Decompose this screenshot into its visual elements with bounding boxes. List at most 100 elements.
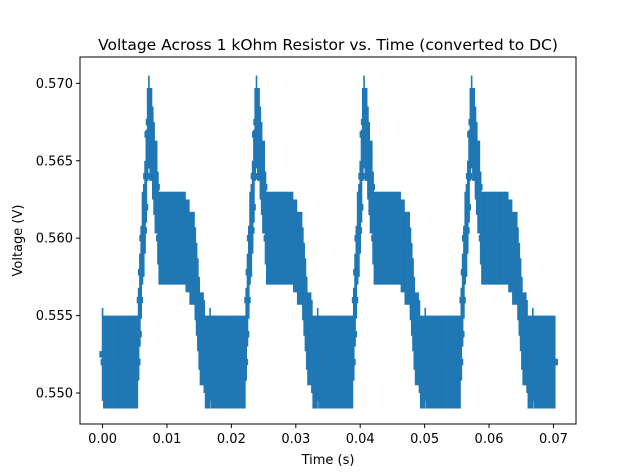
data-point: [458, 330, 465, 338]
data-point: [258, 165, 265, 172]
data-point: [148, 131, 155, 138]
data-point: [298, 255, 305, 262]
data-point: [468, 118, 475, 126]
data-point: [357, 204, 364, 211]
data-point: [154, 214, 162, 222]
data-point: [460, 269, 468, 276]
data-point: [463, 227, 470, 234]
data-point: [192, 270, 199, 277]
data-point: [408, 286, 415, 293]
data-point: [363, 131, 370, 138]
data-point: [150, 165, 158, 172]
data-point: [135, 330, 142, 338]
data-point: [364, 149, 372, 157]
y-tick-label: 0.550: [36, 387, 73, 402]
data-point: [508, 242, 515, 250]
x-tick-label: 0.07: [539, 432, 568, 447]
data-point: [459, 296, 466, 304]
data-point: [473, 165, 480, 172]
data-point: [242, 330, 250, 338]
data-point: [185, 242, 193, 250]
data-point: [245, 269, 252, 276]
data-point: [293, 242, 300, 250]
data-point: [514, 270, 522, 277]
data-point: [257, 149, 264, 157]
x-tick-label: 0.04: [346, 432, 375, 447]
data-point: [201, 343, 208, 350]
data-point: [471, 131, 478, 138]
data-point: [181, 234, 189, 242]
x-tick-label: 0.03: [281, 432, 310, 447]
data-point: [476, 183, 483, 191]
data-point: [139, 234, 146, 242]
data-point: [289, 234, 296, 242]
data-point: [366, 165, 373, 172]
data-point: [140, 227, 147, 234]
data-series: [99, 75, 558, 409]
data-point: [241, 358, 249, 366]
data-point: [456, 358, 464, 366]
data-point: [143, 173, 150, 180]
data-point: [145, 118, 153, 126]
data-point: [517, 301, 524, 308]
data-point: [396, 234, 404, 242]
data-point: [193, 286, 200, 293]
data-point: [405, 255, 413, 262]
data-point: [516, 286, 523, 293]
data-point: [368, 183, 376, 191]
data-point: [255, 131, 263, 138]
data-point: [244, 296, 251, 304]
data-point: [477, 214, 484, 222]
y-tick-label: 0.555: [36, 309, 73, 324]
x-tick-label: 0.05: [410, 432, 439, 447]
data-point: [253, 118, 260, 126]
x-axis-label: Time (s): [301, 453, 355, 468]
data-point: [355, 227, 363, 234]
y-axis-label: Voltage (V): [11, 205, 26, 277]
data-point: [299, 270, 307, 277]
data-point: [416, 343, 423, 350]
x-tick-label: 0.02: [217, 432, 246, 447]
data-point: [195, 320, 203, 327]
data-point: [472, 149, 479, 157]
x-tick-label: 0.00: [88, 432, 117, 447]
data-point: [350, 330, 357, 338]
data-point: [194, 301, 202, 308]
x-tick-label: 0.01: [152, 432, 181, 447]
data-point: [369, 214, 377, 222]
data-point: [409, 301, 417, 308]
data-point: [302, 301, 309, 308]
data-point: [360, 118, 368, 126]
data-point: [137, 269, 145, 276]
x-tick-label: 0.06: [475, 432, 504, 447]
y-tick-label: 0.565: [36, 154, 73, 169]
data-point: [246, 234, 254, 242]
x-axis: 0.00 0.01 0.02 0.03 0.04 0.05 0.06 0.07: [88, 424, 568, 447]
data-point: [407, 270, 414, 277]
data-point: [354, 234, 361, 242]
plot-frame: [79, 56, 577, 425]
data-point: [314, 351, 321, 358]
data-point: [190, 255, 198, 262]
data-point: [249, 204, 256, 211]
data-point: [308, 343, 316, 350]
data-point: [349, 358, 356, 366]
data-point: [411, 320, 418, 327]
data-point: [206, 351, 214, 358]
data-point: [529, 351, 537, 358]
data-point: [149, 149, 156, 157]
y-axis: 0.550 0.555 0.560 0.565 0.570: [36, 77, 80, 402]
y-tick-label: 0.570: [36, 77, 73, 92]
data-point: [504, 234, 511, 242]
data-point: [248, 227, 255, 234]
data-point: [351, 296, 359, 304]
data-point: [414, 335, 422, 343]
data-point: [99, 351, 106, 358]
data-point: [262, 214, 269, 222]
data-point: [400, 242, 408, 250]
data-point: [465, 173, 473, 180]
data-point: [250, 173, 258, 180]
data-point: [153, 183, 160, 191]
data-point: [136, 296, 144, 304]
